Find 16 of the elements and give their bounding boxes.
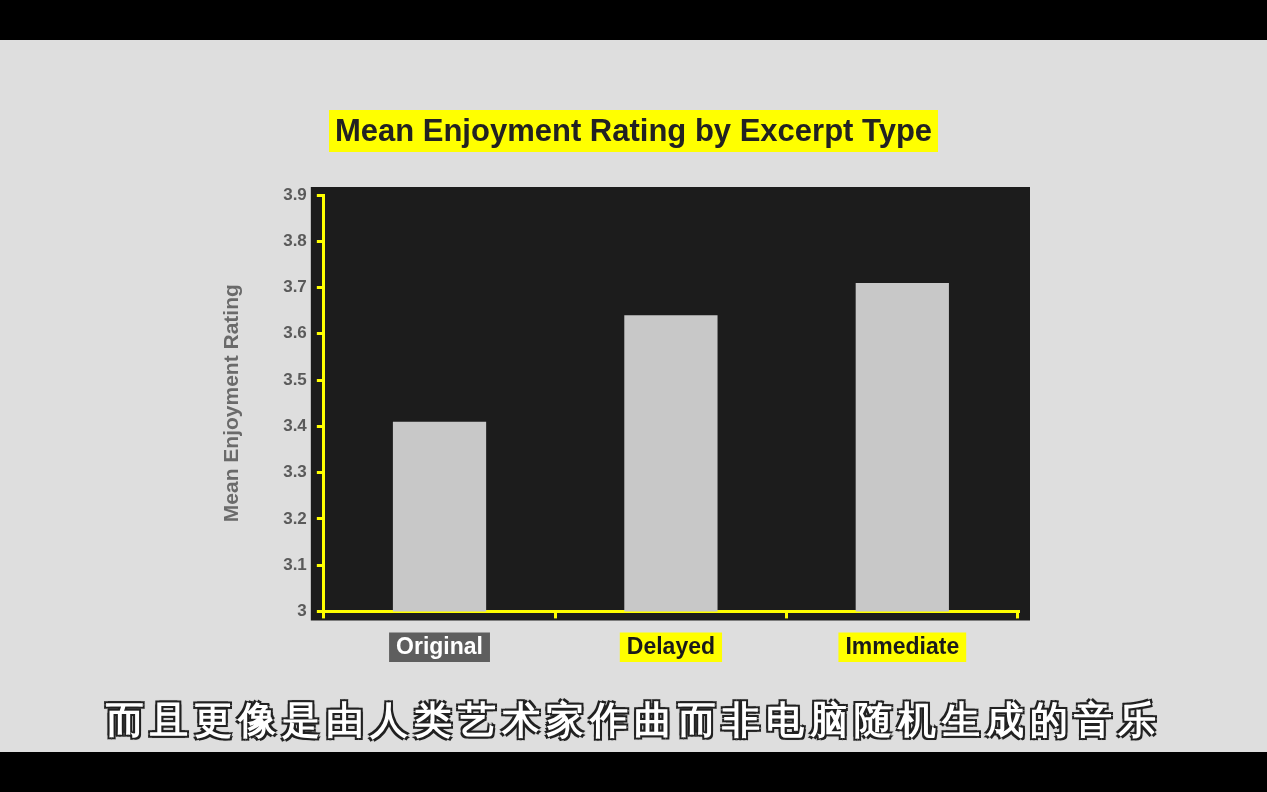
y-tick-label: 3.4: [283, 416, 308, 436]
x-tick-label: Immediate: [845, 632, 960, 659]
y-tick-label: 3.1: [283, 554, 307, 574]
y-axis-title: Mean Enjoyment Rating: [219, 284, 243, 523]
y-tick-label: 3.7: [283, 277, 307, 297]
y-tick-label: 3: [297, 601, 307, 621]
y-tick-label: 3.9: [283, 184, 307, 204]
y-tick-label: 3.8: [283, 230, 307, 250]
chart-title: Mean Enjoyment Rating by Excerpt Type: [328, 110, 939, 152]
text: 而且更像是由人类艺术家作曲而非电脑随机生成的音乐: [105, 698, 1162, 742]
y-tick-label: 3.2: [283, 508, 307, 528]
x-tick-label: Delayed: [626, 632, 716, 659]
x-tick-label: Original: [396, 632, 483, 659]
y-tick-label: 3.5: [283, 369, 307, 389]
y-tick-label: 3.3: [283, 462, 307, 482]
y-tick-label: 3.6: [283, 323, 307, 343]
